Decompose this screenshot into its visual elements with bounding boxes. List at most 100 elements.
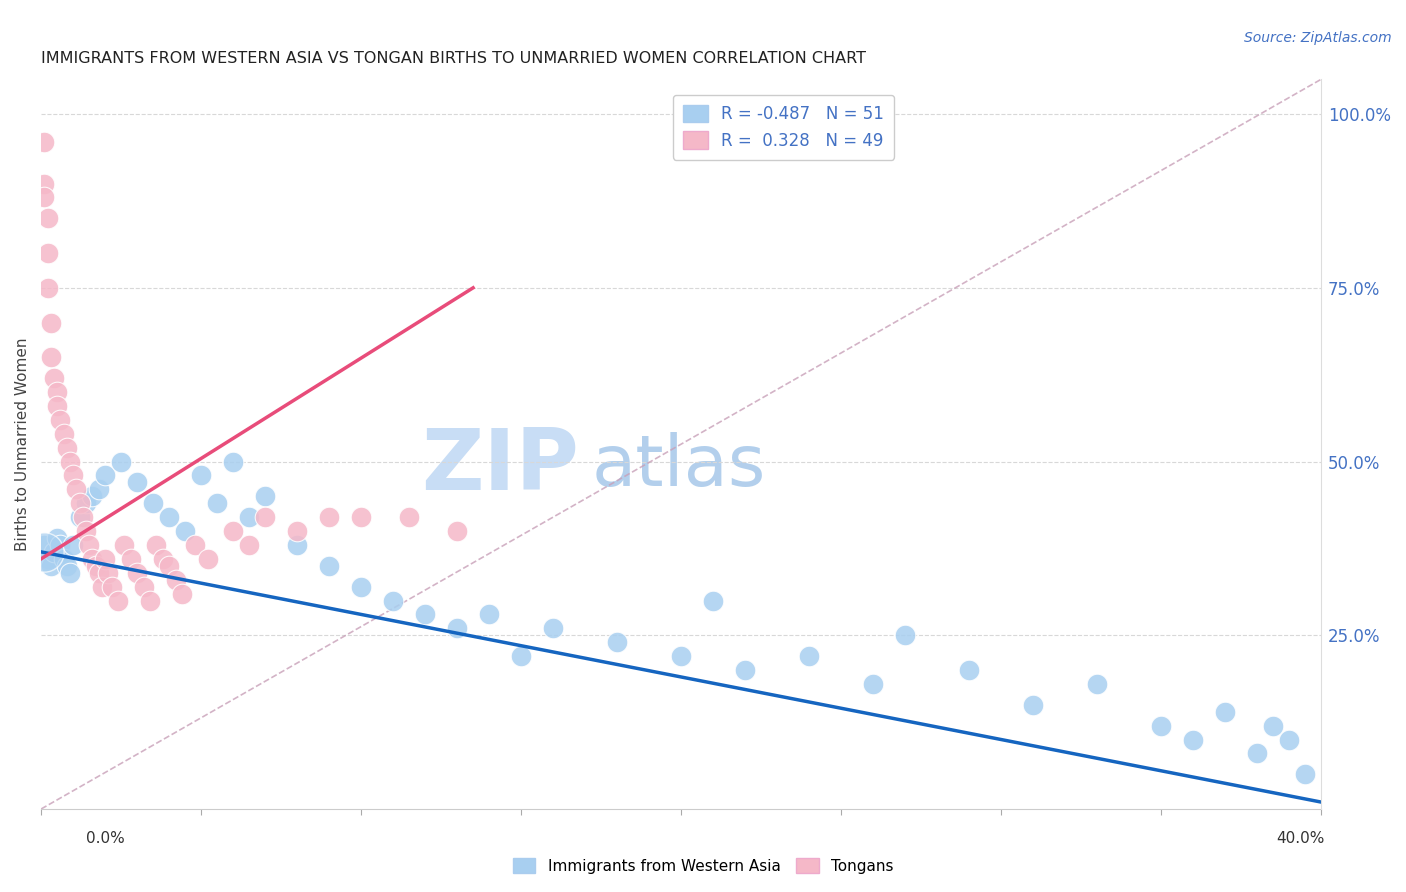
Point <box>82 489 104 503</box>
Point <box>120 551 142 566</box>
Point <box>702 593 724 607</box>
Legend: R = -0.487   N = 51, R =  0.328   N = 49: R = -0.487 N = 51, R = 0.328 N = 49 <box>673 95 894 160</box>
Point <box>318 510 340 524</box>
Point <box>65 483 87 497</box>
Point <box>59 454 82 468</box>
Text: Source: ZipAtlas.com: Source: ZipAtlas.com <box>1244 31 1392 45</box>
Point <box>318 558 340 573</box>
Point <box>62 468 84 483</box>
Point <box>174 524 197 538</box>
Point <box>34 190 56 204</box>
Point <box>165 573 187 587</box>
Point <box>37 246 59 260</box>
Point <box>222 454 245 468</box>
Point <box>510 649 533 664</box>
Point <box>62 538 84 552</box>
Point <box>1213 705 1236 719</box>
Point <box>606 635 628 649</box>
Point <box>42 371 65 385</box>
Point <box>59 566 82 580</box>
Text: atlas: atlas <box>592 432 766 500</box>
Point <box>1278 732 1301 747</box>
Point <box>1261 718 1284 732</box>
Point <box>541 621 564 635</box>
Point <box>238 538 260 552</box>
Point <box>350 510 373 524</box>
Point <box>107 593 129 607</box>
Point <box>197 551 219 566</box>
Text: 0.0%: 0.0% <box>86 831 125 846</box>
Text: 40.0%: 40.0% <box>1277 831 1324 846</box>
Point <box>152 551 174 566</box>
Point <box>350 580 373 594</box>
Point <box>39 316 62 330</box>
Point <box>797 649 820 664</box>
Point <box>55 441 77 455</box>
Point <box>127 566 149 580</box>
Point <box>157 558 180 573</box>
Point <box>46 399 69 413</box>
Point <box>1085 677 1108 691</box>
Point <box>127 475 149 490</box>
Point <box>110 454 132 468</box>
Point <box>894 628 917 642</box>
Point <box>87 483 110 497</box>
Point <box>37 281 59 295</box>
Point <box>90 580 112 594</box>
Point <box>42 545 65 559</box>
Point <box>87 566 110 580</box>
Point <box>34 177 56 191</box>
Point <box>1294 767 1316 781</box>
Point <box>1150 718 1173 732</box>
Point <box>37 551 59 566</box>
Point <box>112 538 135 552</box>
Point <box>69 496 91 510</box>
Point <box>39 351 62 365</box>
Point <box>238 510 260 524</box>
Point <box>862 677 884 691</box>
Point <box>39 558 62 573</box>
Point <box>157 510 180 524</box>
Point <box>94 468 117 483</box>
Point <box>84 558 107 573</box>
Point <box>94 551 117 566</box>
Point <box>1246 747 1268 761</box>
Point <box>34 545 56 559</box>
Point <box>669 649 692 664</box>
Point <box>734 663 756 677</box>
Point <box>75 524 97 538</box>
Point <box>52 426 75 441</box>
Point <box>34 538 56 552</box>
Point <box>49 413 72 427</box>
Point <box>55 558 77 573</box>
Point <box>100 580 122 594</box>
Point <box>478 607 501 622</box>
Point <box>49 538 72 552</box>
Point <box>254 510 277 524</box>
Point <box>285 524 308 538</box>
Point <box>1182 732 1205 747</box>
Point <box>77 538 100 552</box>
Point <box>46 531 69 545</box>
Point <box>170 586 193 600</box>
Point <box>145 538 167 552</box>
Point <box>142 496 165 510</box>
Point <box>82 551 104 566</box>
Point <box>205 496 228 510</box>
Point <box>285 538 308 552</box>
Legend: Immigrants from Western Asia, Tongans: Immigrants from Western Asia, Tongans <box>506 852 900 880</box>
Point <box>398 510 420 524</box>
Point <box>446 621 468 635</box>
Point <box>75 496 97 510</box>
Point <box>132 580 155 594</box>
Point <box>413 607 436 622</box>
Point <box>222 524 245 538</box>
Point <box>72 510 94 524</box>
Point <box>190 468 212 483</box>
Point <box>46 385 69 400</box>
Point <box>34 135 56 149</box>
Point <box>183 538 205 552</box>
Point <box>957 663 980 677</box>
Text: IMMIGRANTS FROM WESTERN ASIA VS TONGAN BIRTHS TO UNMARRIED WOMEN CORRELATION CHA: IMMIGRANTS FROM WESTERN ASIA VS TONGAN B… <box>41 51 866 66</box>
Point <box>69 510 91 524</box>
